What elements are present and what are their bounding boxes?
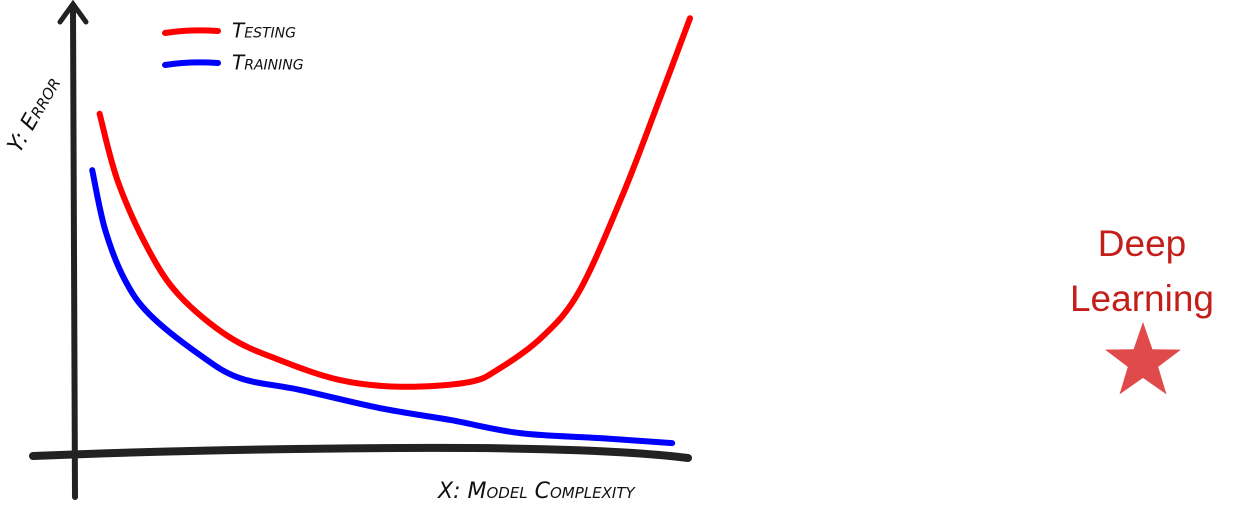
star [1105, 322, 1181, 395]
x-label-clip: X: Model Complexity [437, 479, 636, 504]
annotation: Deep Learning [1070, 223, 1214, 395]
legend-swatch [162, 27, 221, 36]
legend-swatch [162, 59, 221, 68]
series-line [96, 15, 693, 390]
legend: Testing Training [162, 19, 304, 75]
y-axis [70, 7, 78, 500]
annotation-line: Learning [1070, 278, 1214, 319]
legend-label: Training [232, 51, 304, 75]
x-axis [29, 443, 692, 462]
y-axis-arrow [57, 0, 89, 25]
annotation-line: Deep [1098, 223, 1186, 264]
x-axis-label: X: Model Complexity [437, 479, 636, 504]
series-line [89, 167, 676, 447]
plot [89, 15, 693, 447]
y-axis-label: Y: Error [3, 73, 66, 157]
legend-label: Testing [232, 19, 296, 43]
